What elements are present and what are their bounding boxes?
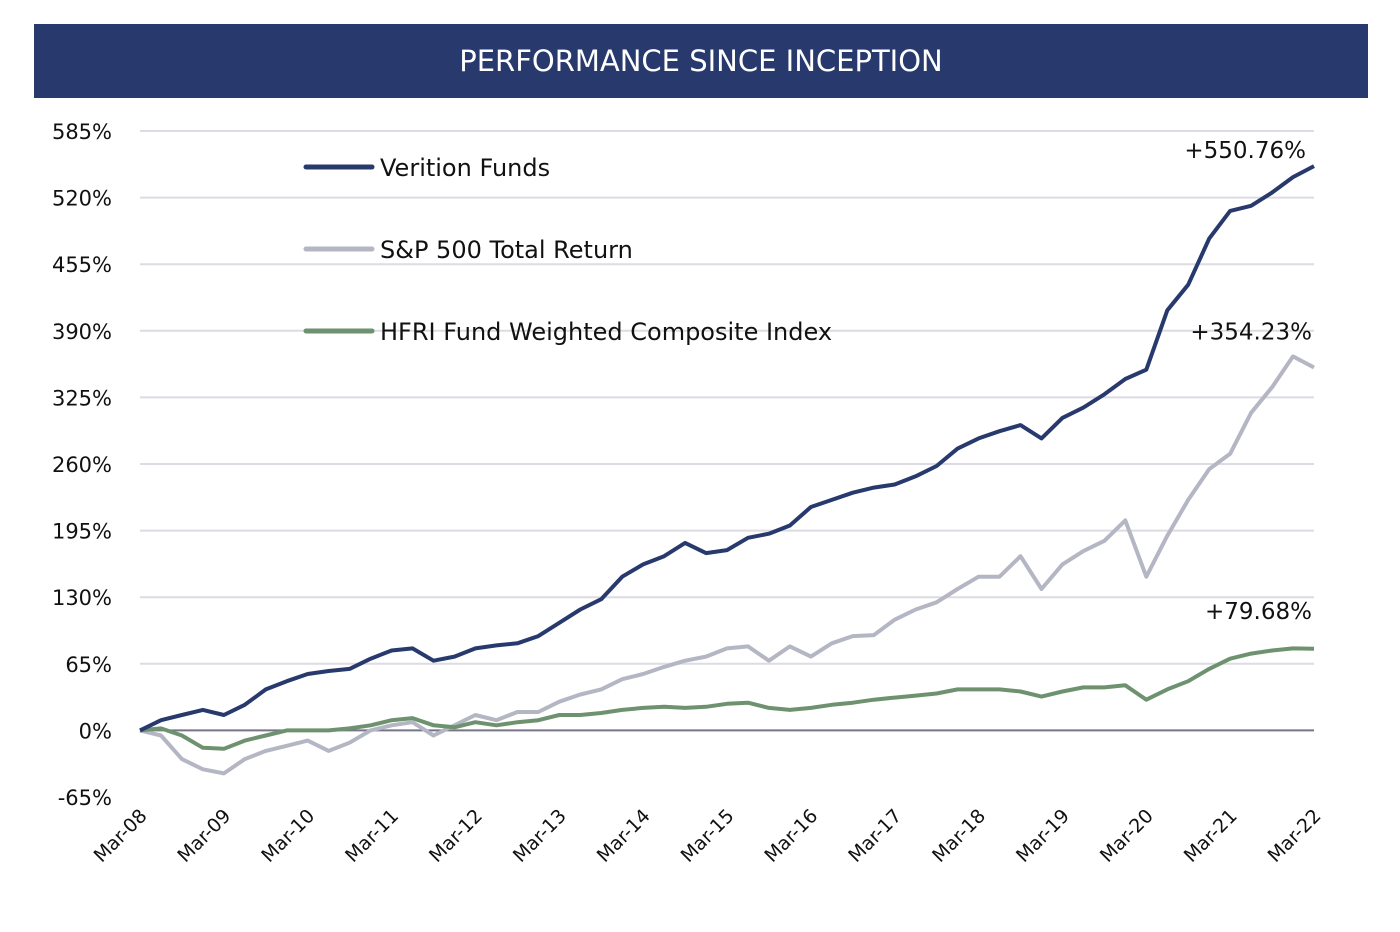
gridlines (140, 130, 1314, 732)
x-tick-label: Mar-11 (341, 805, 403, 867)
x-tick-label: Mar-12 (425, 805, 487, 867)
y-tick-label: 390% (52, 320, 112, 344)
legend-label: HFRI Fund Weighted Composite Index (380, 318, 832, 346)
series-line-2 (139, 646, 1315, 751)
x-tick-label: Mar-22 (1264, 805, 1326, 867)
series-line-0 (139, 164, 1315, 733)
y-axis-ticks: -65% 0% 65% 130% 195% 260% 325% 390% 455% 520% 585… (52, 120, 112, 810)
x-tick-label: Mar-16 (760, 805, 822, 867)
y-tick-label: 520% (52, 187, 112, 211)
y-tick-label: 130% (52, 586, 112, 610)
y-tick-label: 325% (52, 386, 112, 410)
end-label: +550.76% (1184, 138, 1306, 164)
x-tick-label: Mar-14 (593, 805, 655, 867)
end-label: +79.68% (1205, 599, 1312, 625)
x-tick-label: Mar-13 (509, 805, 571, 867)
chart-title-banner: PERFORMANCE SINCE INCEPTION (34, 24, 1368, 98)
x-tick-label: Mar-15 (677, 805, 739, 867)
x-tick-label: Mar-18 (928, 805, 990, 867)
x-axis-ticks: Mar-08 Mar-09 Mar-10 Mar-11 Mar-12 Mar-13 Mar-… (90, 805, 1326, 867)
y-tick-label: 260% (52, 453, 112, 477)
chart-title: PERFORMANCE SINCE INCEPTION (459, 44, 943, 78)
series-lines (139, 164, 1315, 776)
y-tick-label: 0% (79, 719, 112, 743)
x-tick-label: Mar-20 (1096, 805, 1158, 867)
y-tick-label: 195% (52, 520, 112, 544)
y-tick-label: 65% (65, 653, 112, 677)
x-tick-label: Mar-10 (257, 805, 319, 867)
legend: Verition Funds S&P 500 Total Return HFRI F… (303, 154, 832, 346)
series-line-1 (139, 354, 1315, 776)
x-tick-label: Mar-21 (1180, 805, 1242, 867)
y-tick-label: 455% (52, 253, 112, 277)
legend-label: Verition Funds (380, 154, 550, 182)
end-label: +354.23% (1190, 319, 1312, 345)
y-tick-label: 585% (52, 120, 112, 144)
x-tick-label: Mar-08 (90, 805, 152, 867)
x-tick-label: Mar-17 (844, 805, 906, 867)
x-tick-label: Mar-19 (1012, 805, 1074, 867)
end-labels: +550.76% +354.23% +79.68% (1184, 138, 1312, 625)
y-tick-label: -65% (58, 786, 112, 810)
legend-label: S&P 500 Total Return (380, 236, 633, 264)
x-tick-label: Mar-09 (173, 805, 235, 867)
